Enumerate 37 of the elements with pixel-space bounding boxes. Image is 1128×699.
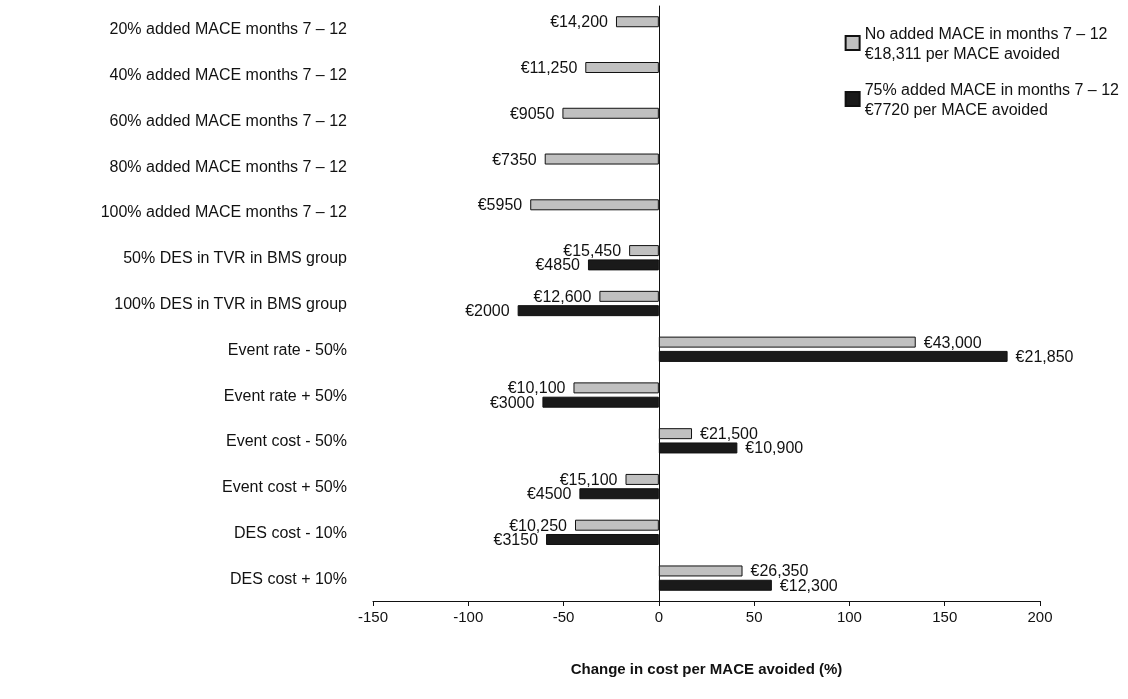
annotation: €21,850 — [1015, 347, 1074, 365]
y-tick-label: DES cost - 10% — [234, 523, 347, 541]
y-tick-label: 50% DES in TVR in BMS group — [123, 249, 348, 267]
annotation: €11,250 — [520, 59, 578, 76]
annotation: €12,600 — [533, 287, 592, 305]
annotation: €15,100 — [559, 470, 618, 488]
annotation: €14,200 — [550, 13, 609, 31]
x-tick-label: 0 — [654, 608, 664, 625]
x-tick-label: 100 — [836, 608, 862, 625]
legend-label: No added MACE in months 7 – 12 €18,311 per MACE avoided — [864, 24, 1108, 62]
x-tick-label: -100 — [453, 608, 484, 625]
y-tick-label: 100% added MACE months 7 – 12 — [100, 203, 348, 221]
annotation: €9050 — [509, 104, 555, 122]
y-tick-label: 20% added MACE months 7 – 12 — [109, 20, 348, 38]
y-tick-label: Event cost + 50% — [222, 478, 347, 496]
x-tick-label: -50 — [552, 608, 575, 625]
y-tick-label: 100% DES in TVR in BMS group — [114, 295, 348, 312]
y-tick-label: Event cost - 50% — [226, 432, 347, 450]
x-tick-label: 150 — [932, 608, 958, 625]
y-tick-label: 80% added MACE months 7 – 12 — [109, 157, 348, 175]
annotation: €4500 — [526, 485, 572, 503]
x-tick-label: -150 — [357, 608, 389, 625]
legend-label: 75% added MACE in months 7 – 12 €7720 per MACE avoided — [864, 80, 1120, 118]
y-tick-label: 60% added MACE months 7 – 12 — [109, 111, 348, 129]
y-tick-label: 40% added MACE months 7 – 12 — [109, 66, 348, 84]
annotation: €2000 — [465, 302, 510, 320]
y-tick-label: Event rate - 50% — [227, 340, 347, 358]
x-axis-title: Change in cost per MACE avoided (%) — [570, 660, 843, 677]
x-tick-label: 50 — [745, 608, 763, 625]
annotation: €10,250 — [509, 516, 568, 534]
annotation: €3150 — [493, 531, 539, 548]
y-tick-label: Event rate + 50% — [223, 386, 347, 404]
annotation: €7350 — [492, 150, 537, 168]
y-tick-label: DES cost + 10% — [230, 569, 347, 587]
x-tick-label: 200 — [1027, 608, 1053, 625]
annotation: €5950 — [477, 196, 523, 214]
annotation: €43,000 — [923, 333, 982, 351]
